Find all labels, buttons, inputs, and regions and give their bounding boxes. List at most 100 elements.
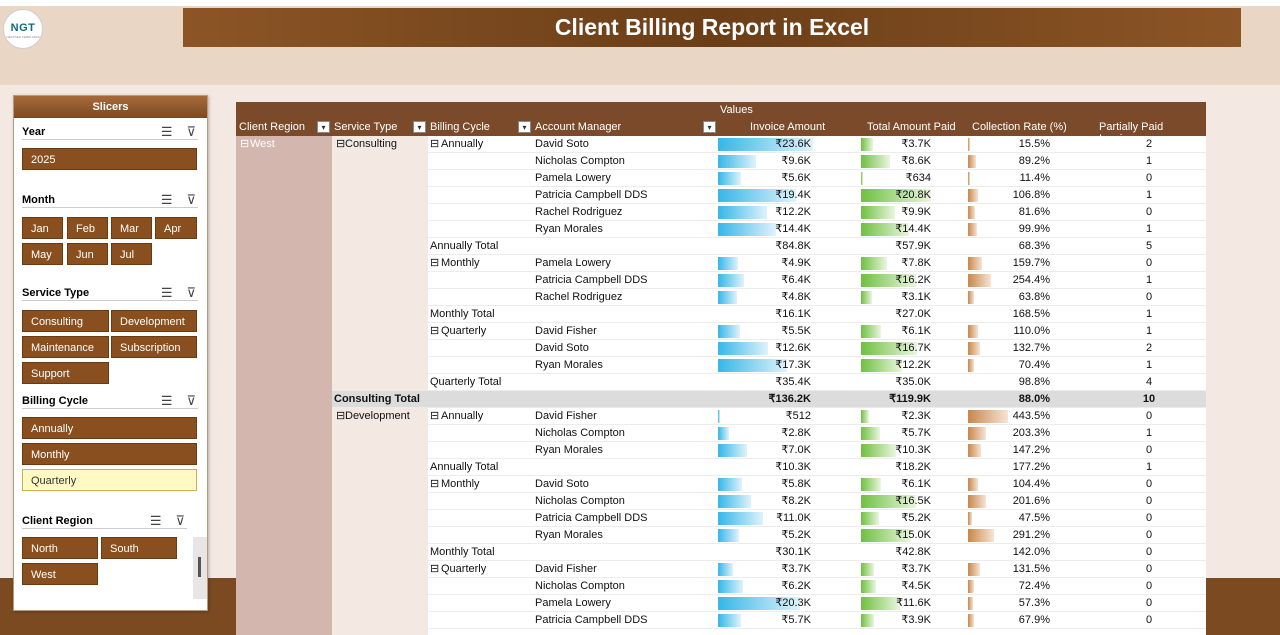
collapse-icon[interactable]: ⊟ [430, 257, 440, 269]
slicer-title: Year [22, 124, 198, 140]
table-row: Pamela Lowery ₹5.6K ₹634 11.4% 0 [428, 170, 1206, 187]
invoice-databar [718, 206, 768, 219]
slicer-item-month[interactable]: May [22, 243, 63, 265]
invoice-amount: ₹17.3K [775, 359, 811, 371]
slicer-item-month[interactable]: Jul [111, 243, 152, 265]
slicer-item-service[interactable]: Subscription [111, 336, 197, 358]
service-column [332, 136, 428, 635]
pivot-header: Values Client Region ▾ Service Type ▾ Bi… [236, 102, 1206, 145]
total-amount-paid: ₹119.9K [889, 393, 931, 405]
scrollbar-thumb[interactable] [198, 557, 201, 577]
grand-total-label: Consulting Total [334, 393, 420, 405]
clear-filter-icon[interactable]: ⊽ [186, 393, 196, 408]
partially-paid-invoices: 4 [1145, 376, 1153, 388]
multi-select-icon[interactable]: ☰ [160, 393, 173, 408]
collapse-icon[interactable]: ⊟ [430, 325, 440, 337]
filter-dropdown-icon[interactable]: ▾ [317, 121, 330, 133]
partially-paid-invoices: 2 [1145, 342, 1153, 354]
partially-paid-invoices: 1 [1145, 359, 1153, 371]
service-type-label: Development [345, 410, 410, 422]
invoice-amount: ₹10.3K [775, 461, 811, 473]
invoice-databar [718, 580, 743, 593]
account-manager: Rachel Rodriguez [535, 206, 623, 218]
rate-databar [968, 580, 975, 593]
slicer-title: Service Type [22, 285, 198, 301]
collection-rate: 177.2% [1012, 461, 1050, 473]
partially-paid-invoices: 5 [1145, 240, 1153, 252]
clear-filter-icon[interactable]: ⊽ [186, 124, 196, 139]
invoice-databar [718, 410, 720, 423]
invoice-databar [718, 563, 734, 576]
partially-paid-invoices: 0 [1145, 444, 1153, 456]
clear-filter-icon[interactable]: ⊽ [186, 192, 196, 207]
invoice-databar [718, 495, 752, 508]
slicer-item-month[interactable]: Jan [22, 217, 63, 239]
multi-select-icon[interactable]: ☰ [160, 192, 173, 207]
filter-dropdown-icon[interactable]: ▾ [703, 121, 716, 133]
total-amount-paid: ₹16.5K [895, 495, 931, 507]
slicer-item-month[interactable]: Apr [155, 217, 197, 239]
collapse-icon[interactable]: ⊟ [430, 138, 440, 150]
slicer-item-month[interactable]: Jun [67, 243, 108, 265]
table-row: David Soto ₹12.6K ₹16.7K 132.7% 2 [428, 340, 1206, 357]
slicer-item-region[interactable]: South [101, 537, 177, 559]
clear-filter-icon[interactable]: ⊽ [175, 513, 185, 528]
multi-select-icon[interactable]: ☰ [149, 513, 162, 528]
slicer-item-month[interactable]: Feb [67, 217, 108, 239]
slicer-item-service[interactable]: Maintenance [22, 336, 109, 358]
collapse-icon[interactable]: ⊟ [430, 478, 440, 490]
billing-cycle-label: Monthly [441, 257, 480, 269]
account-manager: David Fisher [535, 325, 597, 337]
table-row: Patricia Campbell DDS ₹11.0K ₹5.2K 47.5% 0 [428, 510, 1206, 527]
rate-databar [968, 444, 982, 457]
table-row: Ryan Morales ₹17.3K ₹12.2K 70.4% 1 [428, 357, 1206, 374]
slicer-item-billing-selected[interactable]: Quarterly [22, 469, 197, 491]
invoice-databar [718, 597, 800, 610]
collection-rate: 254.4% [1012, 274, 1050, 286]
multi-select-icon[interactable]: ☰ [160, 285, 173, 300]
total-amount-paid: ₹20.8K [895, 189, 931, 201]
collapse-icon[interactable]: ⊟ [240, 138, 250, 150]
slicer-item-billing[interactable]: Monthly [22, 443, 197, 465]
filter-dropdown-icon[interactable]: ▾ [413, 121, 426, 133]
clear-filter-icon[interactable]: ⊽ [186, 285, 196, 300]
slicer-item-service[interactable]: Development [111, 310, 197, 332]
billing-cycle-label: Quarterly [441, 563, 487, 575]
table-row: Ryan Morales ₹7.0K ₹10.3K 147.2% 0 [428, 442, 1206, 459]
slicer-item-billing[interactable]: Annually [22, 417, 197, 439]
slicer-item-month[interactable]: Mar [111, 217, 152, 239]
paid-databar [861, 206, 895, 219]
subtotal-row: Quarterly Total ₹35.4K ₹35.0K 98.8% 4 [428, 374, 1206, 391]
slicer-scrollbar[interactable] [193, 537, 207, 599]
collection-rate: 106.8% [1012, 189, 1050, 201]
partially-paid-invoices: 1 [1145, 223, 1153, 235]
invoice-databar [718, 359, 788, 372]
slicer-item-year[interactable]: 2025 [22, 148, 197, 170]
invoice-amount: ₹14.4K [775, 223, 811, 235]
collection-rate: 159.7% [1012, 257, 1050, 269]
paid-databar [861, 155, 890, 168]
service-type-cell: ⊟ Consulting [332, 136, 428, 153]
collection-rate: 15.5% [1018, 138, 1050, 150]
collapse-icon[interactable]: ⊟ [336, 410, 346, 422]
total-amount-paid: ₹3.1K [901, 291, 931, 303]
collapse-icon[interactable]: ⊟ [430, 563, 440, 575]
header-total-paid: Total Amount Paid [867, 121, 956, 133]
paid-databar [861, 614, 875, 627]
slicer-item-service[interactable]: Support [22, 362, 109, 384]
collection-rate: 57.3% [1018, 597, 1050, 609]
collection-rate: 47.5% [1018, 512, 1050, 524]
collapse-icon[interactable]: ⊟ [430, 410, 440, 422]
invoice-amount: ₹5.7K [781, 614, 811, 626]
invoice-databar [718, 223, 776, 236]
filter-dropdown-icon[interactable]: ▾ [518, 121, 531, 133]
collapse-icon[interactable]: ⊟ [336, 138, 346, 150]
rate-databar [968, 410, 1008, 423]
multi-select-icon[interactable]: ☰ [160, 124, 173, 139]
header-billing-cycle: Billing Cycle [430, 121, 490, 133]
slicer-item-service[interactable]: Consulting [22, 310, 109, 332]
slicer-item-region[interactable]: North [22, 537, 98, 559]
slicer-item-region[interactable]: West [22, 563, 98, 585]
subtotal-label: Quarterly Total [430, 376, 502, 388]
rate-databar [968, 189, 978, 202]
